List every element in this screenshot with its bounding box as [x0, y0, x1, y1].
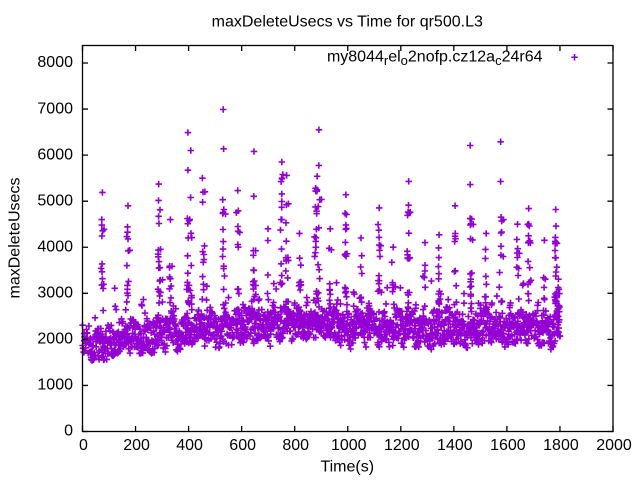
svg-text:0: 0 [64, 423, 73, 440]
svg-text:7000: 7000 [37, 100, 73, 117]
svg-text:5000: 5000 [37, 192, 73, 209]
svg-text:Time(s): Time(s) [320, 459, 374, 476]
svg-text:maxDeleteUsecs vs Time for qr5: maxDeleteUsecs vs Time for qr500.L3 [212, 14, 483, 31]
svg-text:600: 600 [229, 437, 256, 454]
svg-text:1400: 1400 [437, 437, 473, 454]
svg-text:maxDeleteUsecs: maxDeleteUsecs [7, 178, 24, 299]
svg-text:1800: 1800 [543, 437, 579, 454]
svg-text:200: 200 [123, 437, 150, 454]
svg-text:400: 400 [176, 437, 203, 454]
svg-text:1200: 1200 [384, 437, 420, 454]
svg-text:3000: 3000 [37, 285, 73, 302]
svg-text:800: 800 [282, 437, 309, 454]
svg-text:6000: 6000 [37, 146, 73, 163]
svg-text:8000: 8000 [37, 54, 73, 71]
svg-text:4000: 4000 [37, 238, 73, 255]
svg-text:2000: 2000 [37, 331, 73, 348]
svg-text:1000: 1000 [331, 437, 367, 454]
svg-text:1600: 1600 [490, 437, 526, 454]
svg-text:0: 0 [79, 437, 88, 454]
svg-text:1000: 1000 [37, 377, 73, 394]
svg-text:my8044relo2nofp.cz12ac24r64: my8044relo2nofp.cz12ac24r64 [327, 49, 543, 69]
svg-text:2000: 2000 [596, 437, 632, 454]
